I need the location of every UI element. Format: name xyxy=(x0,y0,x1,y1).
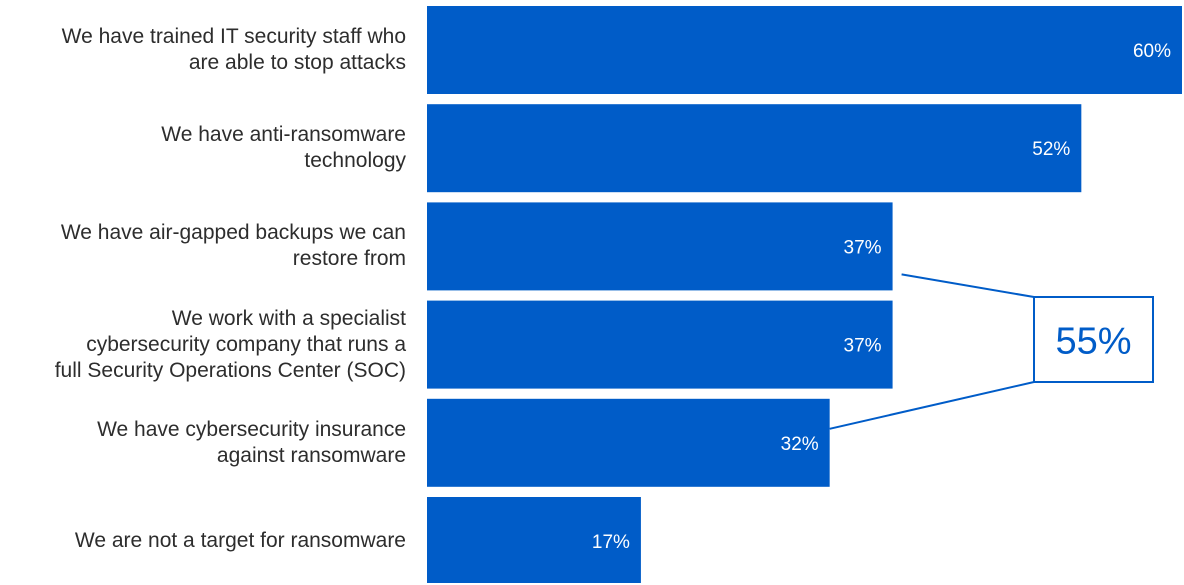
category-label-text: We have trained IT security staff who ar… xyxy=(61,25,406,74)
category-label-text: We work with a specialist cybersecurity … xyxy=(54,306,406,382)
bar xyxy=(427,104,1082,193)
bar-value-label: 60% xyxy=(1133,41,1171,62)
bar xyxy=(427,497,641,583)
callout-value-label: 55% xyxy=(1055,321,1131,363)
callout-box xyxy=(1033,296,1154,383)
callout-connector-line xyxy=(901,273,1035,298)
bar xyxy=(427,202,893,291)
bar xyxy=(427,6,1182,94)
bar-value-label: 17% xyxy=(592,532,630,553)
callout-connector-line xyxy=(829,381,1035,430)
bar-value-label: 52% xyxy=(1032,139,1070,160)
bar xyxy=(427,398,830,487)
bar-value-label: 32% xyxy=(781,434,819,455)
category-label: We have air-gapped backups we can restor… xyxy=(0,202,406,290)
category-label-text: We have cybersecurity insurance against … xyxy=(97,417,406,467)
category-label: We have trained IT security staff who ar… xyxy=(0,6,406,94)
category-label: We work with a specialist cybersecurity … xyxy=(0,301,406,389)
category-label: We are not a target for ransomware xyxy=(0,497,406,585)
category-label-text: We have air-gapped backups we can restor… xyxy=(60,221,406,271)
bar-value-label: 37% xyxy=(844,336,882,357)
category-label-text: We have anti-ransomware technology xyxy=(161,123,406,173)
bar-value-label: 37% xyxy=(844,237,882,258)
bar xyxy=(427,300,893,389)
category-label-text: We are not a target for ransomware xyxy=(74,529,406,552)
category-label: We have anti-ransomware technology xyxy=(0,104,406,192)
category-label: We have cybersecurity insurance against … xyxy=(0,399,406,487)
